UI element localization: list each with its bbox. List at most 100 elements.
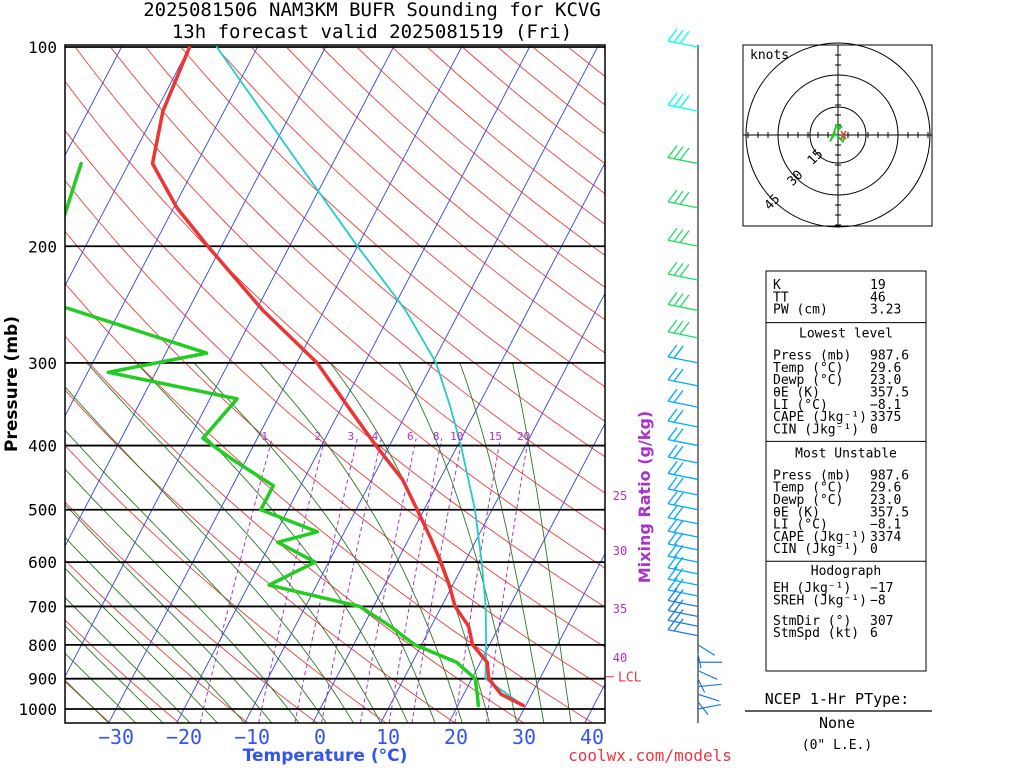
wind-barb-feather — [673, 229, 684, 242]
wind-barb — [667, 400, 699, 408]
wind-barb — [667, 578, 699, 586]
dry-adiabat — [65, 179, 605, 648]
lowest-level-label: θE (K) — [773, 386, 820, 401]
y-axis-title: Pressure (mb) — [2, 316, 22, 452]
wind-barb — [667, 599, 699, 608]
wind-barb — [667, 629, 699, 637]
hodograph-index-value: −8 — [870, 594, 886, 609]
indices-table: K 19 TT 46 PW (cm) 3.23 Lowest level Press (mb)… — [765, 270, 927, 672]
theta-e-label: 35 — [613, 602, 627, 616]
most-unstable-value: −8.1 — [870, 518, 901, 533]
dry-adiabat — [74, 46, 605, 531]
x-axis-title: Temperature (°C) — [243, 746, 408, 766]
mixing-ratio-label: 2 — [315, 430, 322, 443]
hodo-trace — [829, 124, 846, 144]
dry-adiabat — [955, 47, 1024, 723]
wind-barb — [697, 683, 722, 688]
background-lines — [65, 45, 1024, 723]
wind-barb-feather — [679, 230, 690, 244]
sounding-profiles — [65, 45, 525, 708]
temp-tick: 40 — [580, 725, 604, 749]
moist-adiabat — [65, 679, 110, 723]
chart-title: 2025081506 NAM3KM BUFR Sounding for KCVG — [143, 0, 601, 21]
dry-adiabat — [215, 46, 605, 388]
isotherm — [448, 422, 605, 723]
lowest-level-value: 0 — [870, 422, 878, 437]
lowest-level-value: 3375 — [870, 410, 901, 425]
wind-barb-feather — [679, 147, 690, 161]
moist-adiabat — [65, 536, 246, 723]
pressure-tick-200: 200 — [28, 237, 57, 256]
index-top-value: 3.23 — [870, 303, 901, 318]
index-top-label: K — [773, 278, 781, 293]
lowest-level-label: LI (°C) — [773, 398, 828, 413]
credit-text: coolwx.com/models — [568, 746, 732, 765]
lowest-level-value: 357.5 — [870, 386, 909, 401]
wind-barb — [667, 456, 699, 464]
wind-barb-feather — [673, 262, 684, 276]
chart-subtitle: 13h forecast valid 2025081519 (Fri) — [172, 21, 572, 43]
mixing-ratio-label: 6 — [407, 430, 414, 443]
wind-barb-feather — [673, 618, 684, 632]
hodograph-index-label: SREH (Jkg⁻¹) — [773, 594, 867, 609]
mixing-ratio-line — [321, 438, 382, 723]
isotherm — [65, 45, 396, 678]
wind-barb-feather — [673, 190, 684, 204]
wind-barb-feather — [673, 556, 684, 570]
isotherm — [65, 45, 328, 548]
temp-tick: −10 — [234, 725, 270, 749]
dewpoint-line — [65, 161, 481, 708]
pressure-tick-700: 700 — [28, 597, 57, 616]
wind-barb-feather — [667, 491, 678, 505]
moist-adiabat — [86, 362, 382, 723]
moist-adiabat — [512, 362, 572, 723]
moist-adiabat — [65, 596, 191, 723]
temp-tick: 0 — [314, 725, 326, 749]
wind-barb-feather — [667, 598, 678, 611]
wind-barb — [667, 589, 699, 597]
wind-barb-feather — [667, 189, 678, 203]
moist-adiabat — [65, 652, 137, 723]
lowest-level-label: CIN (Jkg⁻¹) — [773, 422, 859, 437]
hodograph-index-label: EH (Jkg⁻¹) — [773, 581, 851, 596]
wind-barbs — [667, 28, 722, 716]
wind-barb — [667, 356, 699, 364]
lowest-level-value: −8.1 — [870, 398, 901, 413]
wind-barb-feather — [673, 29, 684, 43]
wind-barb — [667, 303, 699, 312]
wind-barb-feather — [667, 145, 678, 158]
wind-barb-feather — [673, 93, 684, 107]
hodograph-index-label: StmSpd (kt) — [773, 626, 859, 641]
wind-barb-feather — [667, 227, 678, 241]
isotherm — [176, 45, 532, 723]
mixing-ratio-label: 20 — [517, 430, 530, 443]
dry-adiabat — [65, 282, 594, 723]
wind-barb-feather — [667, 408, 678, 422]
mixing-ratio-label: 10 — [450, 430, 463, 443]
mixing-ratio-title: Mixing Ratio (g/kg) — [635, 411, 654, 583]
most-unstable-label: CIN (Jkg⁻¹) — [773, 542, 859, 557]
dry-adiabat — [65, 335, 525, 723]
wind-barb-feather — [673, 146, 684, 160]
temp-tick: 20 — [444, 725, 468, 749]
wind-barb-feather — [667, 444, 678, 458]
wind-barb — [667, 239, 699, 247]
wind-barb — [697, 644, 715, 656]
wind-barb-feather — [667, 555, 678, 569]
moist-adiabat — [65, 567, 218, 723]
pressure-tick-300: 300 — [28, 354, 57, 373]
index-top-label: TT — [773, 290, 789, 305]
moist-adiabat — [193, 362, 436, 723]
dry-adiabat — [65, 501, 318, 723]
ptype-amount: (0" L.E.) — [802, 738, 872, 753]
wind-barb-feather — [667, 92, 678, 106]
pressure-tick-100: 100 — [28, 38, 57, 57]
wind-barb-feather — [673, 462, 684, 476]
wind-barb — [667, 379, 699, 387]
wind-barb — [667, 273, 699, 281]
wind-barb — [697, 670, 718, 680]
lowest-level-header: Lowest level — [799, 327, 893, 342]
lowest-level-value: 29.6 — [870, 361, 901, 376]
theta-e-label: 40 — [613, 651, 627, 665]
